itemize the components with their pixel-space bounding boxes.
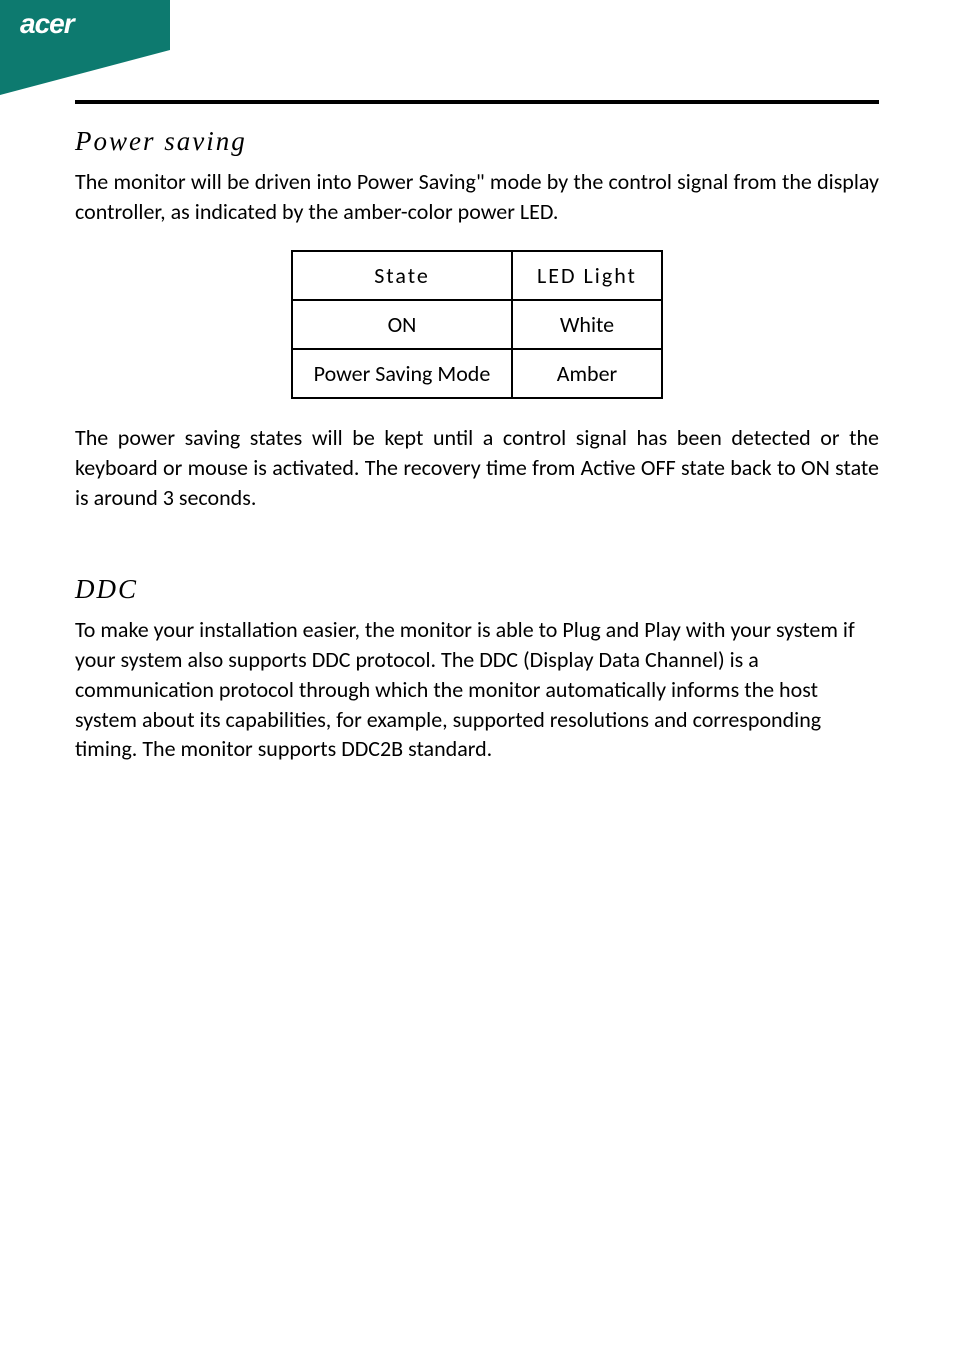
table-header-state: State	[292, 251, 512, 300]
table-cell-led: White	[512, 300, 662, 349]
table-cell-state: ON	[292, 300, 512, 349]
table-row: ON White	[292, 300, 662, 349]
table-cell-led: Amber	[512, 349, 662, 398]
page-content: Power saving The monitor will be driven …	[75, 100, 879, 788]
power-saving-title: Power saving	[75, 126, 879, 157]
corner-bg-triangle	[0, 50, 170, 95]
power-saving-intro: The monitor will be driven into Power Sa…	[75, 167, 879, 226]
table-row: Power Saving Mode Amber	[292, 349, 662, 398]
section-gap	[75, 536, 879, 574]
acer-logo: acer	[20, 8, 74, 40]
ddc-body: To make your installation easier, the mo…	[75, 615, 879, 763]
table-header-led: LED Light	[512, 251, 662, 300]
table-header-row: State LED Light	[292, 251, 662, 300]
ddc-title: DDC	[75, 574, 879, 605]
brand-corner: acer	[0, 0, 180, 100]
power-saving-outro: The power saving states will be kept unt…	[75, 423, 879, 512]
led-state-table: State LED Light ON White Power Saving Mo…	[291, 250, 663, 399]
top-rule	[75, 100, 879, 104]
table-cell-state: Power Saving Mode	[292, 349, 512, 398]
